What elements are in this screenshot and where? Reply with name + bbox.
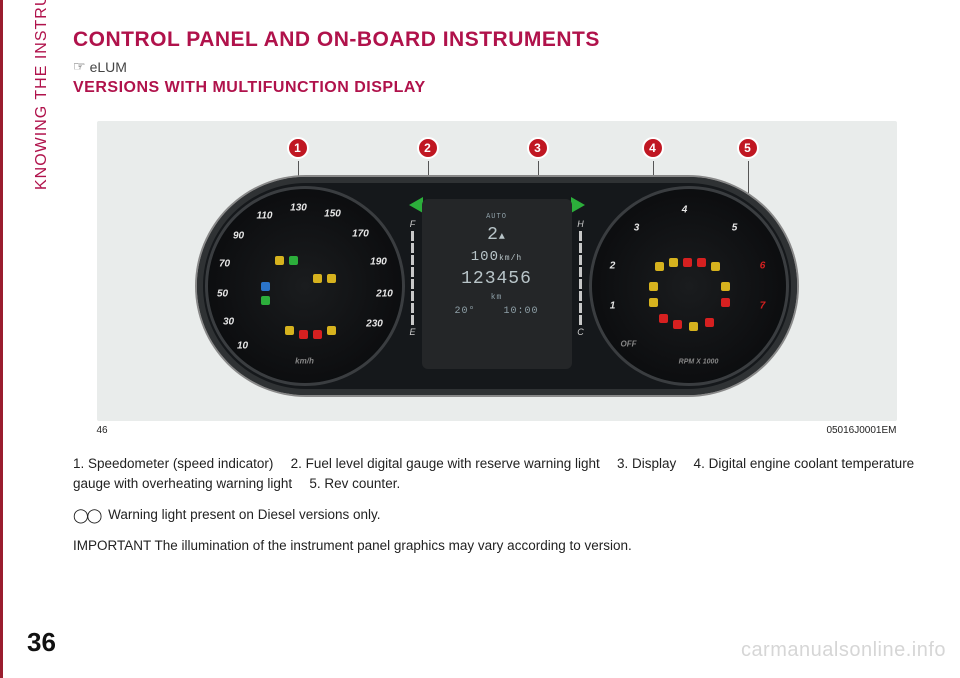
speedo-num: 230: [366, 319, 383, 330]
tach-num: 3: [634, 223, 640, 234]
display-gear-row: 2▲: [422, 225, 572, 245]
callout-num: 5: [744, 141, 751, 155]
telltale-icon: [669, 258, 678, 267]
callout-num: 4: [649, 141, 656, 155]
telltale-icon: [261, 296, 270, 305]
tach-num: 1: [610, 301, 616, 312]
callout-pin-3: 3: [527, 137, 549, 159]
tach-off: OFF: [621, 340, 637, 349]
elum-label: eLUM: [90, 59, 127, 75]
telltale-icon: [697, 258, 706, 267]
display-gear: 2: [487, 225, 499, 245]
speedo-num: 50: [217, 289, 228, 300]
callout-num: 3: [534, 141, 541, 155]
speedo-num: 90: [233, 231, 244, 242]
cluster-bezel: 10 30 50 70 90 110 130 150 170 190 210 2…: [197, 177, 797, 395]
speedo-num: 10: [237, 341, 248, 352]
hand-icon: ☞: [73, 58, 86, 75]
figure-legend: 1. Speedometer (speed indicator) 2. Fuel…: [73, 454, 920, 495]
callout-num: 1: [294, 141, 301, 155]
telltale-icon: [327, 326, 336, 335]
figure-caption: 46 05016J0001EM: [97, 425, 897, 436]
telltale-icon: [655, 262, 664, 271]
telltale-icon: [649, 298, 658, 307]
speedo-num: 70: [219, 259, 230, 270]
display-odo-unit: km: [422, 293, 572, 302]
telltale-icon: [649, 282, 658, 291]
callout-pin-5: 5: [737, 137, 759, 159]
speedo-num: 170: [352, 229, 369, 240]
telltale-icon: [289, 256, 298, 265]
telltale-icon: [327, 274, 336, 283]
temp-cold-label: C: [571, 327, 591, 337]
tach-num: 4: [682, 205, 688, 216]
elum-ref: ☞ eLUM: [73, 58, 920, 75]
telltale-icon: [261, 282, 270, 291]
fuel-empty-label: E: [403, 327, 423, 337]
display-speed-row: 100km/h: [422, 249, 572, 265]
display-time: 10:00: [504, 306, 539, 317]
telltale-icon: [683, 258, 692, 267]
telltale-icon: [711, 262, 720, 271]
temp-hot-label: H: [571, 219, 591, 229]
display-temp: 20°: [454, 306, 475, 317]
telltale-icon: [721, 298, 730, 307]
speedo-num: 150: [324, 209, 341, 220]
figure-number: 46: [97, 425, 108, 436]
telltale-icon: [299, 330, 308, 339]
display-odo-row: 123456: [422, 269, 572, 289]
telltale-icon: [721, 282, 730, 291]
subsection-title: VERSIONS WITH MULTIFUNCTION DISPLAY: [73, 79, 920, 97]
temp-gauge: H C: [571, 219, 591, 359]
tach-num: 6: [760, 261, 766, 272]
instrument-cluster-figure: 1 2 3 4 5 10 30 50 70 90 110 130 150 170…: [97, 121, 897, 421]
turn-left-icon: [409, 197, 423, 213]
display-auto: AUTO: [422, 213, 572, 221]
telltale-icon: [689, 322, 698, 331]
display-speed-unit: km/h: [499, 254, 522, 263]
sidebar-chapter-label: KNOWING THE INSTRUMENT PANEL: [33, 0, 51, 190]
diesel-icon: ◯◯: [73, 505, 100, 526]
speedo-num: 190: [370, 257, 387, 268]
tach-num: 2: [610, 261, 616, 272]
callout-pin-4: 4: [642, 137, 664, 159]
page: KNOWING THE INSTRUMENT PANEL CONTROL PAN…: [0, 0, 960, 678]
display-speed: 100: [471, 249, 499, 265]
tach-num: 5: [732, 223, 738, 234]
diesel-note: Warning light present on Diesel versions…: [108, 507, 380, 522]
callout-num: 2: [424, 141, 431, 155]
figure-code: 05016J0001EM: [826, 425, 896, 436]
telltale-icon: [313, 274, 322, 283]
page-number: 36: [27, 627, 56, 658]
fuel-full-label: F: [403, 219, 423, 229]
speedo-unit: km/h: [295, 357, 314, 366]
telltale-icon: [705, 318, 714, 327]
telltale-icon: [673, 320, 682, 329]
callout-pin-1: 1: [287, 137, 309, 159]
turn-right-icon: [571, 197, 585, 213]
speedo-num: 130: [290, 203, 307, 214]
telltale-icon: [275, 256, 284, 265]
callout-pin-2: 2: [417, 137, 439, 159]
display-bottom-row: 20° 10:00: [422, 306, 572, 317]
diesel-note-line: ◯◯ Warning light present on Diesel versi…: [73, 505, 920, 526]
display-odo: 123456: [461, 269, 532, 289]
multifunction-display: AUTO 2▲ 100km/h 123456 km 20° 10:00: [422, 199, 572, 369]
body-text: 1. Speedometer (speed indicator) 2. Fuel…: [73, 454, 920, 556]
telltale-icon: [313, 330, 322, 339]
fuel-gauge: F E: [403, 219, 423, 359]
tach-unit: RPM X 1000: [679, 359, 719, 366]
tach-num: 7: [760, 301, 766, 312]
watermark: carmanualsonline.info: [741, 639, 946, 662]
speedo-num: 210: [376, 289, 393, 300]
speedometer-gauge: 10 30 50 70 90 110 130 150 170 190 210 2…: [205, 186, 405, 386]
section-title: CONTROL PANEL AND ON-BOARD INSTRUMENTS: [73, 28, 920, 52]
speedo-num: 30: [223, 317, 234, 328]
speedo-num: 110: [257, 211, 273, 222]
telltale-icon: [659, 314, 668, 323]
figure-wrap: 1 2 3 4 5 10 30 50 70 90 110 130 150 170…: [97, 121, 897, 436]
important-note: IMPORTANT The illumination of the instru…: [73, 536, 920, 556]
tachometer-gauge: 1 2 3 4 5 6 7 OFF RPM X 1000: [589, 186, 789, 386]
telltale-icon: [285, 326, 294, 335]
